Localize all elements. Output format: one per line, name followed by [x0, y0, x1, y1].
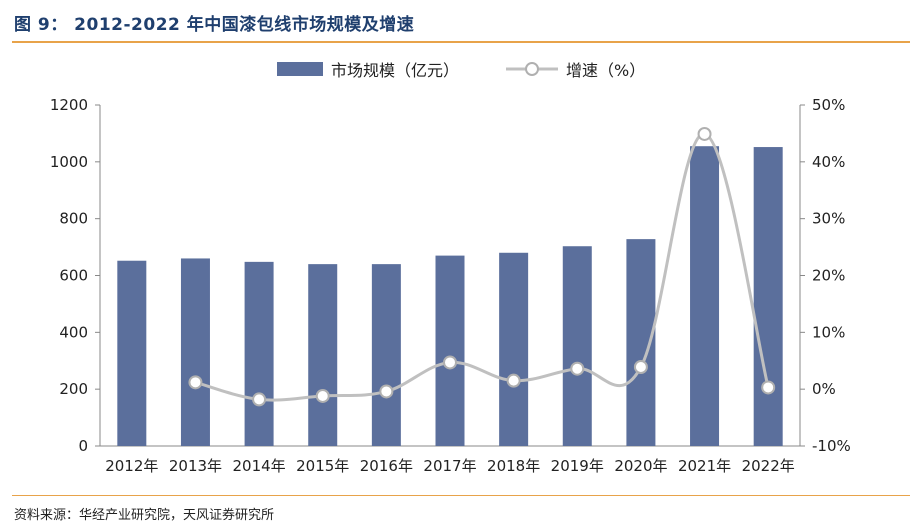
source-note: 资料来源：华经产业研究院，天风证券研究所 [14, 508, 275, 523]
growth-point [379, 384, 394, 399]
y-left-tick-label: 400 [59, 323, 88, 341]
x-tick-label: 2017年 [423, 457, 476, 475]
y-right-tick-label: 20% [812, 267, 845, 285]
y-right-tick-label: 50% [812, 96, 845, 114]
bar [435, 255, 465, 446]
bar [499, 252, 529, 446]
growth-point [443, 355, 457, 370]
plot-area: 0 200 400 600 800 1000 1200 -10% 0% 10% 20% 30% 40% 5… [50, 96, 851, 475]
bar [244, 261, 274, 446]
bar [180, 258, 210, 446]
growth-point [188, 375, 203, 390]
x-tick-label: 2015年 [296, 457, 349, 475]
growth-line [195, 132, 770, 402]
legend-bar-label: 市场规模（亿元） [331, 61, 459, 80]
y-right-tick-label: 30% [812, 210, 845, 228]
x-tick-label: 2012年 [105, 457, 158, 475]
bar [690, 146, 720, 446]
title-divider [12, 41, 910, 43]
legend-line-label: 增速（%） [566, 61, 645, 80]
x-tick-label: 2022年 [742, 457, 795, 475]
legend-bar-swatch [277, 62, 323, 76]
y-right-tick-label: 0% [812, 380, 836, 398]
x-tick-label: 2014年 [232, 457, 285, 475]
x-tick-label: 2013年 [169, 457, 222, 475]
y-left-tick-label: 0 [78, 437, 88, 455]
x-tick-label: 2016年 [360, 457, 413, 475]
growth-point [252, 392, 267, 407]
growth-point [761, 380, 776, 395]
chart: 市场规模（亿元） 增速（%） 0 200 400 600 800 1000 1200 -10%… [50, 61, 851, 475]
y-left-tick-label: 600 [59, 267, 88, 285]
legend: 市场规模（亿元） 增速（%） [277, 61, 645, 80]
x-tick-label: 2020年 [614, 457, 667, 475]
bar [562, 246, 592, 446]
y-left-tick-label: 200 [59, 380, 88, 398]
bar [117, 260, 147, 446]
y-left-tick-label: 800 [59, 210, 88, 228]
figure-title: 图 9： 2012-2022 年中国漆包线市场规模及增速 [14, 15, 415, 35]
y-left-tick-label: 1200 [50, 96, 88, 114]
bar [308, 264, 338, 446]
x-tick-label: 2021年 [678, 457, 731, 475]
y-right-tick-label: 40% [812, 153, 845, 171]
source-divider [12, 495, 910, 496]
x-tick-label: 2019年 [551, 457, 604, 475]
y-right-tick-label: -10% [812, 437, 851, 455]
x-tick-label: 2018年 [487, 457, 540, 475]
growth-point [506, 373, 521, 388]
y-right-tick-label: 10% [812, 323, 845, 341]
legend-line-marker [525, 62, 539, 76]
bar [371, 264, 401, 446]
growth-point [633, 360, 648, 375]
bar [753, 147, 783, 446]
y-left-tick-label: 1000 [50, 153, 88, 171]
growth-point [570, 361, 585, 376]
growth-point [315, 388, 330, 403]
growth-point [697, 126, 712, 141]
